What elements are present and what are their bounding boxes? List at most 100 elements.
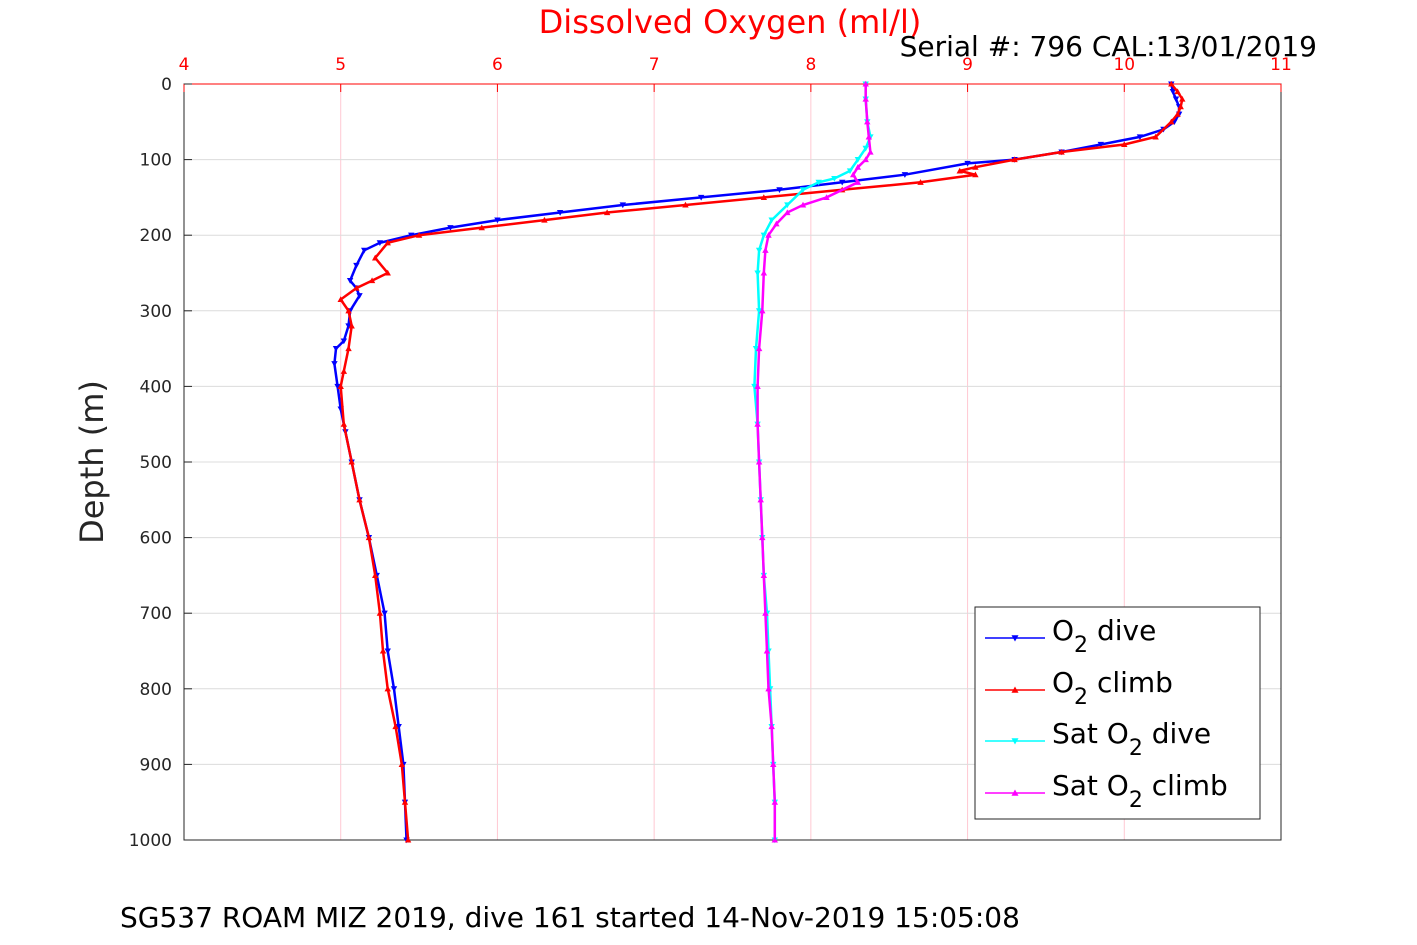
data-point: [371, 254, 379, 261]
y-tick-label: 100: [140, 151, 172, 171]
data-point: [384, 239, 391, 246]
data-point: [404, 836, 412, 843]
dive-info-footer: SG537 ROAM MIZ 2019, dive 161 started 14…: [120, 901, 1020, 934]
data-point: [754, 383, 761, 389]
data-point: [760, 194, 768, 200]
data-point: [356, 496, 363, 503]
data-point: [763, 647, 771, 654]
data-point: [390, 686, 398, 692]
data-point: [956, 167, 963, 174]
y-tick-label: 1000: [129, 831, 172, 851]
y-tick-label: 500: [140, 453, 172, 473]
data-point: [831, 175, 838, 182]
x-tick-label: 5: [335, 55, 346, 75]
data-point: [365, 534, 373, 541]
data-point: [478, 224, 485, 231]
legend-marker: [1011, 635, 1019, 642]
y-tick-label: 600: [140, 529, 172, 549]
data-point: [862, 80, 869, 87]
data-point: [862, 95, 869, 102]
data-point: [768, 723, 775, 730]
data-point: [371, 572, 379, 578]
data-point: [348, 458, 355, 465]
data-point: [1174, 111, 1181, 117]
data-point: [765, 685, 772, 692]
data-point: [865, 133, 873, 140]
data-point: [917, 179, 924, 185]
data-point: [398, 761, 406, 767]
data-point: [839, 179, 846, 186]
series-line: [338, 83, 1184, 841]
data-point: [1172, 96, 1180, 103]
data-point: [340, 368, 348, 374]
data-point: [1169, 89, 1177, 95]
data-point: [353, 262, 360, 269]
data-point: [752, 346, 760, 352]
data-point: [765, 232, 772, 238]
y-tick-label: 300: [140, 302, 172, 322]
data-point: [846, 168, 854, 175]
y-tick-label: 200: [140, 226, 172, 246]
data-point: [972, 163, 979, 170]
data-point: [401, 799, 409, 805]
y-tick-label: 0: [161, 75, 172, 95]
data-point: [854, 179, 862, 185]
data-point: [770, 761, 777, 767]
legend-label: Sat O2 dive: [1052, 717, 1211, 761]
data-point: [356, 293, 363, 299]
data-point: [345, 307, 352, 314]
x-tick-label: 10: [1113, 55, 1135, 75]
legend-box: [974, 606, 1261, 820]
data-point: [1174, 88, 1181, 95]
x-tick-label: 7: [649, 55, 660, 75]
data-point: [337, 296, 344, 303]
data-point: [337, 383, 344, 389]
legend-label: O2 climb: [1052, 666, 1173, 710]
data-point: [494, 217, 501, 224]
legend: O2 dive O2 climb Sat O2 dive Sat O2 climb: [974, 606, 1261, 820]
data-point: [697, 194, 705, 201]
data-point: [755, 247, 763, 254]
data-point: [751, 383, 758, 390]
data-point: [395, 724, 402, 730]
data-point: [862, 145, 869, 152]
data-point: [340, 338, 348, 345]
series-sat-o2-climb: [754, 80, 874, 843]
y-tick-label: 700: [140, 604, 172, 624]
serial-calibration-label: Serial #: 796 CAL:13/01/2019: [900, 30, 1317, 63]
data-point: [854, 163, 862, 170]
data-point: [972, 171, 979, 178]
data-point: [799, 187, 807, 194]
data-point: [361, 247, 368, 254]
data-point: [760, 572, 768, 578]
data-point: [1168, 80, 1175, 87]
data-point: [331, 361, 338, 367]
data-point: [754, 270, 761, 277]
data-point: [901, 172, 909, 178]
legend-marker: [1011, 789, 1019, 796]
data-point: [815, 179, 822, 186]
legend-marker: [1011, 738, 1019, 745]
data-point: [1011, 156, 1018, 163]
data-point: [541, 216, 548, 223]
data-point: [353, 284, 360, 291]
data-point: [760, 232, 768, 239]
data-point: [392, 723, 399, 730]
data-point: [603, 209, 611, 216]
data-point: [1179, 95, 1186, 102]
data-point: [682, 201, 689, 208]
data-point: [1097, 141, 1104, 148]
data-point: [415, 232, 423, 238]
data-point: [332, 346, 340, 352]
data-point: [346, 278, 354, 284]
data-point: [376, 610, 384, 616]
x-tick-label: 4: [179, 55, 190, 75]
data-point: [757, 496, 764, 503]
y-axis-ticks: 0 100 200 300 400 500 600 700 800 900 1000: [129, 75, 192, 851]
data-point: [755, 458, 763, 465]
y-axis-label: Depth (m): [73, 380, 111, 544]
data-point: [771, 836, 779, 843]
data-point: [345, 323, 352, 330]
data-point: [1152, 133, 1159, 140]
chart-title: Dissolved Oxygen (ml/l): [539, 3, 922, 41]
